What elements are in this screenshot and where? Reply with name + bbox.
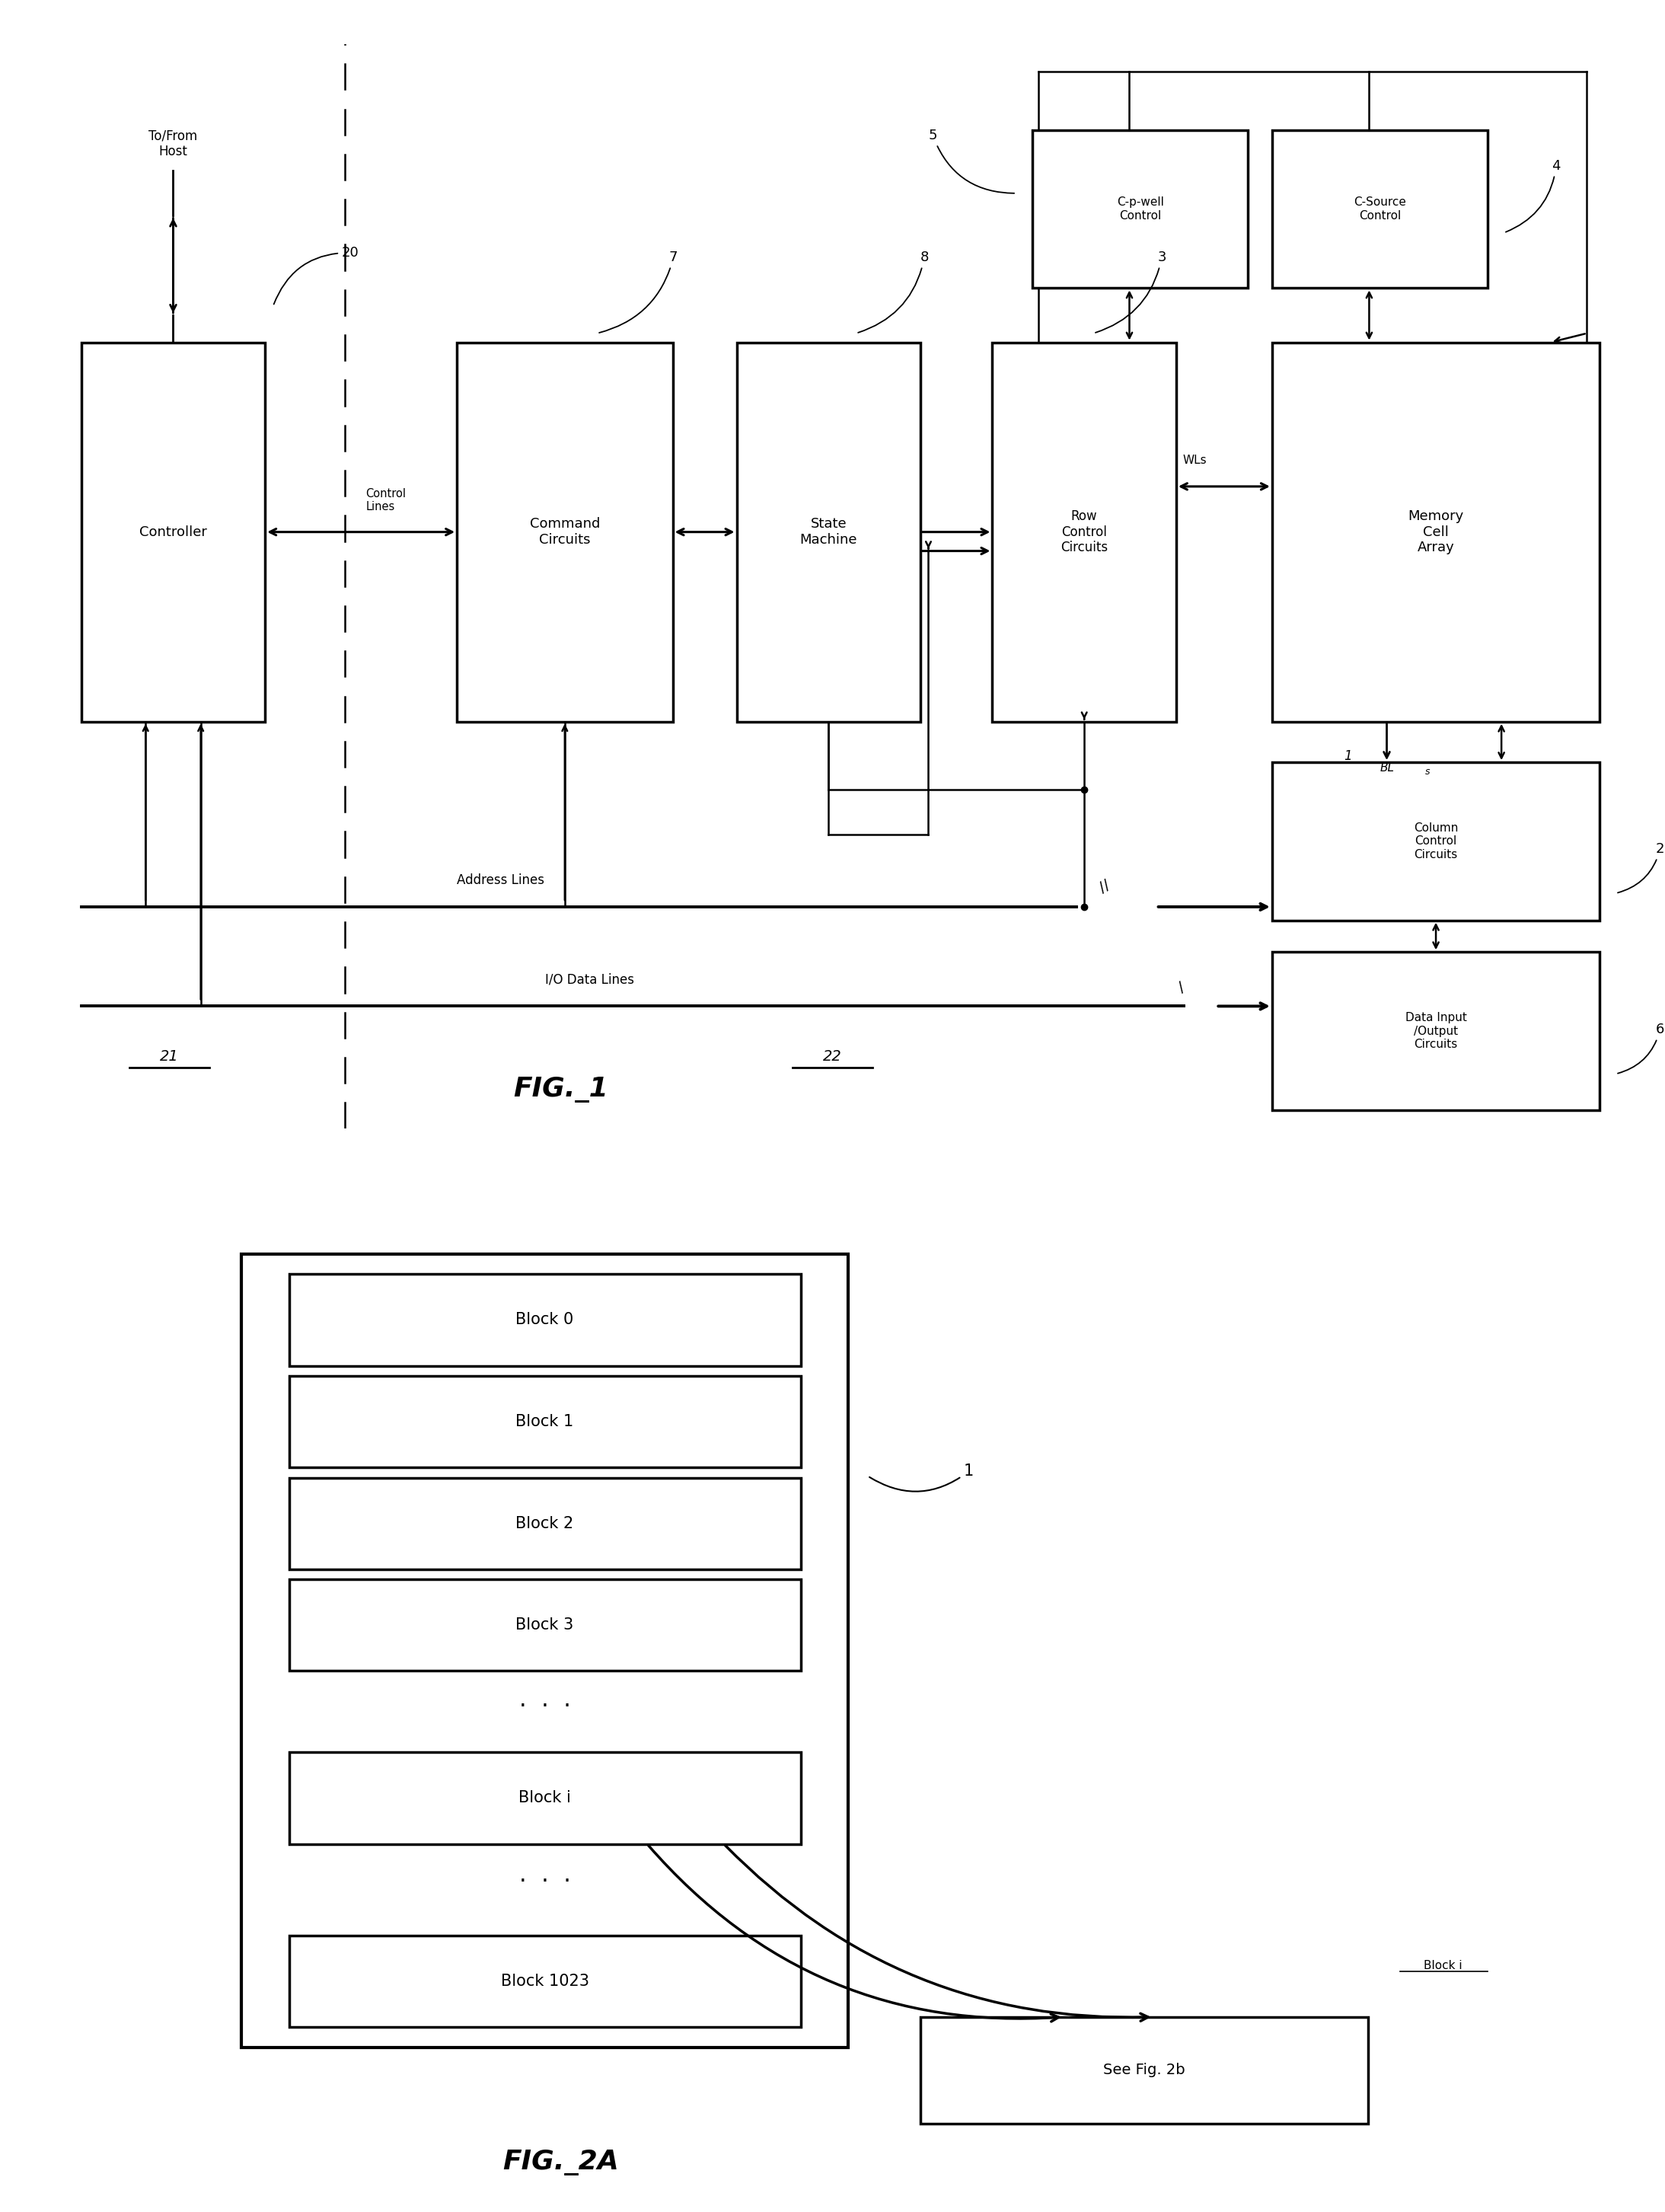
- Text: Block i: Block i: [1424, 1960, 1462, 1971]
- Text: WLs: WLs: [1182, 456, 1207, 467]
- Text: See Fig. 2b: See Fig. 2b: [1104, 2064, 1185, 2077]
- Text: Block 3: Block 3: [516, 1617, 574, 1632]
- Text: Controller: Controller: [140, 524, 206, 540]
- FancyBboxPatch shape: [1272, 951, 1600, 1110]
- Text: To/From
Host: To/From Host: [148, 128, 198, 159]
- FancyBboxPatch shape: [290, 1478, 801, 1568]
- Text: 4: 4: [1505, 159, 1560, 232]
- FancyBboxPatch shape: [1272, 343, 1600, 721]
- Text: Control
Lines: Control Lines: [366, 489, 406, 513]
- FancyBboxPatch shape: [290, 1936, 801, 2026]
- Text: 3: 3: [1096, 250, 1165, 332]
- Text: Block 1023: Block 1023: [501, 1973, 589, 1989]
- FancyBboxPatch shape: [1032, 131, 1249, 288]
- Text: FIG._1: FIG._1: [513, 1077, 608, 1102]
- Text: Block 0: Block 0: [516, 1312, 574, 1327]
- FancyBboxPatch shape: [290, 1274, 801, 1365]
- Text: BL: BL: [1380, 763, 1395, 774]
- Text: 8: 8: [857, 250, 929, 332]
- Text: 21: 21: [160, 1048, 178, 1064]
- Text: /: /: [1175, 980, 1187, 995]
- FancyBboxPatch shape: [290, 1579, 801, 1670]
- FancyBboxPatch shape: [736, 343, 921, 721]
- Text: 1: 1: [869, 1464, 974, 1491]
- Text: Address Lines: Address Lines: [456, 874, 544, 887]
- Text: s: s: [1425, 765, 1430, 776]
- Text: 7: 7: [599, 250, 678, 332]
- Text: 6: 6: [1618, 1022, 1665, 1073]
- Text: //: //: [1097, 878, 1112, 896]
- Text: I/O Data Lines: I/O Data Lines: [544, 973, 634, 987]
- Text: Data Input
/Output
Circuits: Data Input /Output Circuits: [1405, 1013, 1467, 1051]
- FancyBboxPatch shape: [290, 1376, 801, 1467]
- FancyBboxPatch shape: [1272, 131, 1489, 288]
- Text: State
Machine: State Machine: [799, 518, 857, 546]
- Text: C-p-well
Control: C-p-well Control: [1117, 197, 1164, 221]
- Text: 20: 20: [273, 246, 360, 305]
- Text: Block 2: Block 2: [516, 1515, 574, 1531]
- Text: C-Source
Control: C-Source Control: [1354, 197, 1407, 221]
- Text: Column
Control
Circuits: Column Control Circuits: [1414, 823, 1459, 860]
- Text: ·  ·  ·: · · ·: [519, 1871, 571, 1893]
- Text: 2: 2: [1618, 843, 1665, 894]
- FancyBboxPatch shape: [921, 2017, 1369, 2124]
- Text: FIG._2A: FIG._2A: [503, 2150, 619, 2177]
- Text: 5: 5: [929, 128, 1014, 192]
- FancyBboxPatch shape: [290, 1752, 801, 1845]
- FancyBboxPatch shape: [241, 1254, 849, 2048]
- Text: 22: 22: [823, 1048, 842, 1064]
- FancyBboxPatch shape: [456, 343, 673, 721]
- Text: Memory
Cell
Array: Memory Cell Array: [1409, 509, 1464, 555]
- Text: Row
Control
Circuits: Row Control Circuits: [1061, 509, 1107, 555]
- FancyBboxPatch shape: [992, 343, 1175, 721]
- Text: Block 1: Block 1: [516, 1413, 574, 1429]
- Text: 1: 1: [1344, 750, 1352, 763]
- Text: Command
Circuits: Command Circuits: [529, 518, 599, 546]
- FancyBboxPatch shape: [82, 343, 265, 721]
- FancyBboxPatch shape: [1272, 763, 1600, 920]
- Text: ·  ·  ·: · · ·: [519, 1697, 571, 1717]
- Text: Block i: Block i: [518, 1790, 571, 1805]
